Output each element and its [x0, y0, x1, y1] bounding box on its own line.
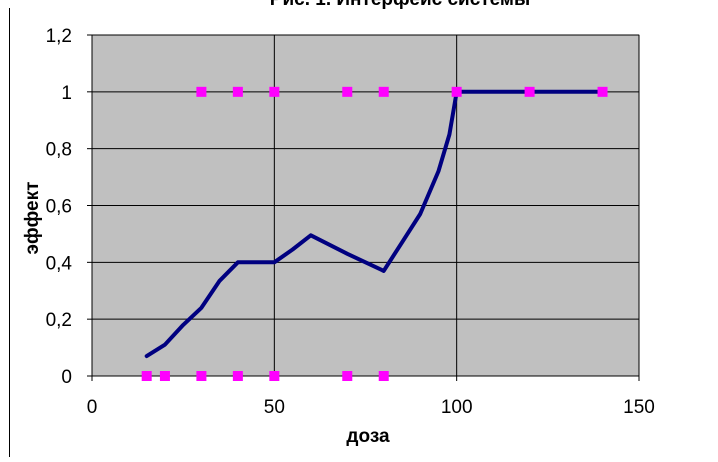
y-tick-label: 0,6: [46, 197, 72, 218]
scatter-point-marker: [342, 86, 353, 97]
scatter-point-marker: [342, 371, 353, 381]
scatter-point-marker: [269, 371, 280, 381]
scatter-point-marker: [378, 86, 389, 97]
series-layer: [141, 86, 608, 381]
scatter-point-marker: [196, 371, 207, 381]
y-axis-ticks: 0 0,2 0,4 0,6 0,8 1 1,2: [46, 26, 92, 388]
y-tick-label: 0,2: [46, 310, 72, 331]
scatter-point-marker: [378, 371, 389, 381]
scatter-point-marker: [524, 86, 535, 97]
scatter-point-marker: [597, 86, 608, 97]
x-tick-label: 150: [623, 397, 655, 418]
y-tick-label: 1,2: [46, 26, 72, 47]
y-tick-label: 0: [61, 367, 72, 388]
scatter-point-marker: [451, 86, 462, 97]
y-tick-label: 0,4: [46, 253, 73, 274]
scatter-series: [141, 86, 608, 381]
x-axis-title: доза: [346, 426, 390, 447]
scatter-point-marker: [196, 86, 207, 97]
y-tick-label: 1: [61, 83, 72, 104]
scatter-point-marker: [159, 371, 170, 381]
x-tick-label: 50: [264, 397, 285, 418]
x-axis-ticks: 0 50 100 150: [87, 376, 655, 418]
line-series-path: [144, 89, 605, 359]
y-axis-title: эффект: [22, 182, 43, 255]
scatter-point-marker: [232, 371, 243, 381]
scatter-point-marker: [269, 86, 280, 97]
y-tick-label: 0,8: [46, 140, 72, 161]
scatter-point-marker: [141, 371, 152, 381]
x-tick-label: 100: [441, 397, 473, 418]
scatter-point-marker: [232, 86, 243, 97]
x-tick-label: 0: [87, 397, 98, 418]
chart-title: Рис. 1. Интерфейс системы: [270, 0, 530, 10]
